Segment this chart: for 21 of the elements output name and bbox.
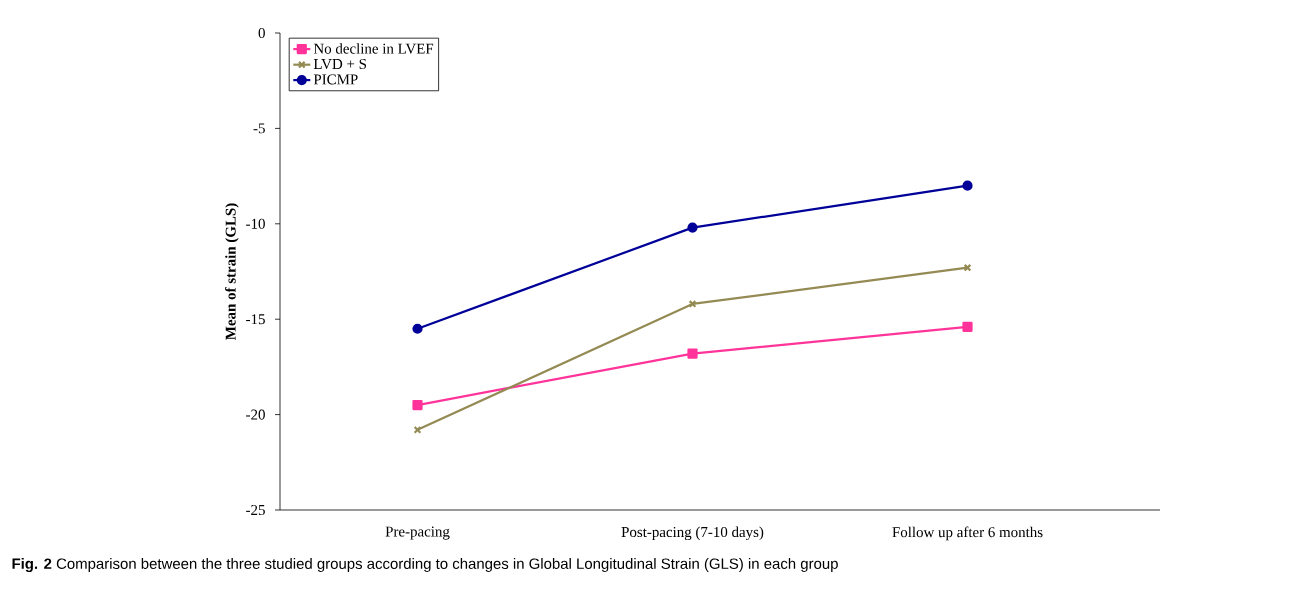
y-tick-label: -10 xyxy=(246,218,265,229)
y-tick-label: -20 xyxy=(246,409,265,420)
y-tick-label: -5 xyxy=(253,123,265,134)
y-axis-title: Mean of strain (GLS) xyxy=(225,203,239,340)
point xyxy=(687,348,698,359)
point xyxy=(688,300,697,308)
x-tick-label: Post-pacing (7-10 days) xyxy=(621,526,764,541)
point xyxy=(687,222,698,233)
y-tick-label: -25 xyxy=(246,504,265,516)
legend-label: LVD + S xyxy=(313,59,367,70)
y-tick-label: 0 xyxy=(258,27,265,39)
point xyxy=(962,180,973,191)
point xyxy=(962,321,973,332)
point xyxy=(412,399,423,411)
y-tick-label: -15 xyxy=(246,314,265,325)
point xyxy=(412,323,423,334)
x-tick-label: Pre-pacing xyxy=(385,526,450,540)
x-tick-label: Follow up after 6 months xyxy=(892,526,1043,541)
text: Fig. 2 Comparison between the three studied groups according to changes in Global Longitudinal Strain (GLS) in each group xyxy=(12,558,838,573)
legend-label: PICMP xyxy=(313,74,358,85)
legend-label: No decline in LVEF xyxy=(313,43,434,54)
